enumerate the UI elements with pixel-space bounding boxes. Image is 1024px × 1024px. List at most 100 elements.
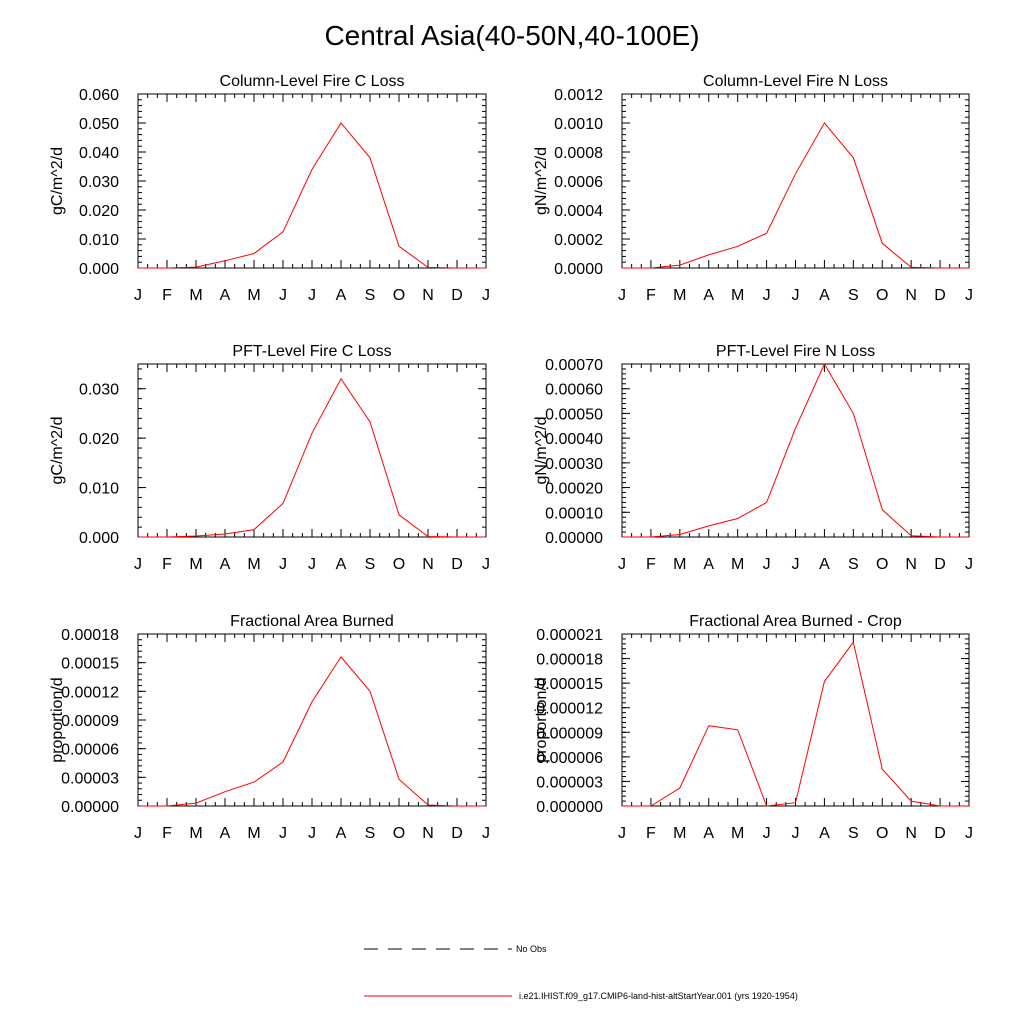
series-line (138, 122, 486, 269)
plot-frame (621, 363, 970, 538)
x-tick-label: D (451, 556, 463, 573)
x-tick-label: M (673, 825, 686, 842)
y-tick-label: 0.00010 (545, 505, 603, 522)
legend-label-no-obs: No Obs (516, 944, 547, 954)
x-tick-label: J (308, 825, 316, 842)
y-tick-label: 0.00015 (61, 656, 119, 673)
series-line (622, 641, 969, 807)
y-tick-label: 0.000 (79, 530, 119, 547)
x-tick-label: J (279, 287, 287, 304)
x-tick-label: J (792, 556, 800, 573)
x-tick-label: J (134, 556, 142, 573)
x-tick-label: F (162, 825, 172, 842)
y-tick-label: 0.00000 (545, 530, 603, 547)
x-tick-label: J (279, 825, 287, 842)
y-tick-label: 0.000 (79, 261, 119, 278)
y-tick-label: 0.000009 (536, 725, 603, 742)
plot-frame (137, 93, 487, 269)
x-tick-label: N (905, 556, 917, 573)
y-tick-label: 0.000003 (536, 774, 603, 791)
y-tick-label: 0.00030 (545, 456, 603, 473)
x-tick-label: J (792, 825, 800, 842)
x-tick-label: D (934, 825, 946, 842)
x-tick-label: N (422, 556, 434, 573)
x-tick-label: A (336, 287, 347, 304)
chart-panel-6: Fractional Area Burned - Crop proportion/… (533, 613, 973, 842)
y-tick-label: 0.020 (79, 203, 119, 220)
y-tick-label: 0.0004 (554, 203, 603, 220)
x-tick-label: S (848, 556, 859, 573)
y-tick-label: 0.000000 (536, 799, 603, 816)
x-tick-label: J (308, 556, 316, 573)
x-tick-label: O (876, 287, 888, 304)
series-line (622, 122, 969, 269)
y-tick-label: 0.000006 (536, 750, 603, 767)
x-tick-label: J (482, 556, 490, 573)
y-tick-label: 0.000021 (536, 627, 603, 644)
x-tick-label: A (819, 556, 830, 573)
plot-frame (621, 633, 970, 807)
y-tick-label: 0.020 (79, 431, 119, 448)
x-tick-label: N (905, 825, 917, 842)
y-tick-label: 0.00060 (545, 382, 603, 399)
x-tick-label: S (365, 287, 376, 304)
y-tick-label: 0.0000 (554, 261, 603, 278)
y-tick-label: 0.030 (79, 174, 119, 191)
y-tick-label: 0.0006 (554, 174, 603, 191)
series-line (622, 362, 969, 538)
x-tick-label: M (673, 556, 686, 573)
y-tick-label: 0.000015 (536, 676, 603, 693)
page-title: Central Asia(40-50N,40-100E) (324, 20, 700, 51)
x-tick-label: F (646, 825, 656, 842)
y-tick-label: 0.010 (79, 232, 119, 249)
x-tick-label: O (876, 825, 888, 842)
x-tick-label: J (763, 825, 771, 842)
x-tick-label: J (618, 825, 626, 842)
x-tick-label: D (934, 556, 946, 573)
x-tick-label: J (792, 287, 800, 304)
plot-frame (137, 633, 487, 807)
x-tick-label: O (393, 287, 405, 304)
x-tick-label: N (422, 287, 434, 304)
y-tick-label: 0.000018 (536, 652, 603, 669)
y-tick-label: 0.0002 (554, 232, 603, 249)
chart-title: Fractional Area Burned - Crop (689, 613, 902, 630)
x-tick-label: M (189, 556, 202, 573)
legend-label-model: i.e21.IHIST.f09_g17.CMIP6-land-hist-altS… (519, 991, 798, 1001)
x-tick-label: M (247, 287, 260, 304)
series-line (138, 656, 486, 807)
x-tick-label: O (876, 556, 888, 573)
x-tick-label: D (451, 825, 463, 842)
chart-title: Fractional Area Burned (230, 613, 394, 630)
y-axis-label: gC/m^2/d (49, 147, 66, 215)
y-tick-label: 0.060 (79, 87, 119, 104)
plot-frame (137, 363, 487, 538)
chart-title: PFT-Level Fire N Loss (716, 343, 875, 360)
x-tick-label: M (731, 825, 744, 842)
y-axis-label: gN/m^2/d (533, 417, 550, 485)
y-tick-label: 0.00003 (61, 770, 119, 787)
y-tick-label: 0.000012 (536, 701, 603, 718)
y-axis-label: proportion/d (49, 677, 66, 762)
chart-title: PFT-Level Fire C Loss (232, 343, 391, 360)
x-tick-label: F (646, 287, 656, 304)
y-tick-label: 0.030 (79, 382, 119, 399)
x-tick-label: M (247, 825, 260, 842)
chart-title: Column-Level Fire C Loss (220, 73, 405, 90)
x-tick-label: M (673, 287, 686, 304)
x-tick-label: J (965, 287, 973, 304)
series-line (138, 377, 486, 538)
x-tick-label: J (134, 287, 142, 304)
x-tick-label: A (336, 556, 347, 573)
y-axis-label: gC/m^2/d (49, 417, 66, 485)
y-tick-label: 0.00018 (61, 627, 119, 644)
y-tick-label: 0.00070 (545, 357, 603, 374)
x-tick-label: O (393, 556, 405, 573)
x-tick-label: A (220, 287, 231, 304)
x-tick-label: J (134, 825, 142, 842)
x-tick-label: M (189, 287, 202, 304)
x-tick-label: S (848, 287, 859, 304)
